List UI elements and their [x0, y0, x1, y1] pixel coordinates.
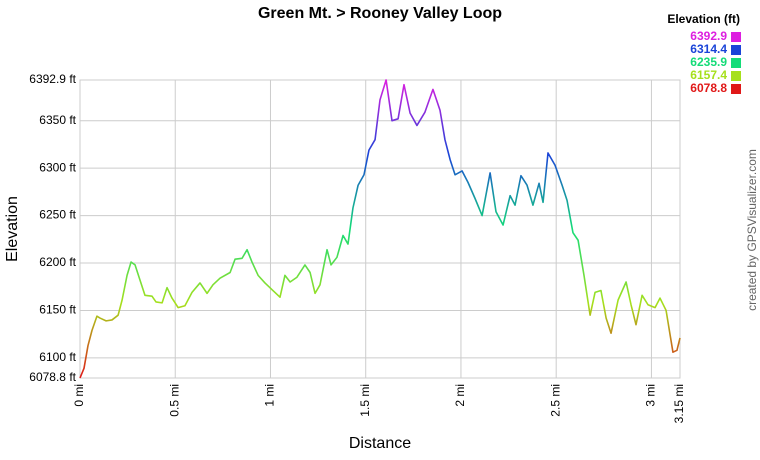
- y-tick-label: 6350 ft: [39, 113, 76, 127]
- x-tick-label: 2 mi: [453, 384, 467, 407]
- elevation-line: [79, 79, 681, 379]
- x-tick-label: 1 mi: [263, 384, 277, 407]
- y-tick-label: 6150 ft: [39, 303, 76, 317]
- legend-swatch: [731, 45, 741, 55]
- plot-area: [79, 79, 681, 379]
- y-tick-label: 6392.9 ft: [29, 72, 76, 86]
- chart-title: Green Mt. > Rooney Valley Loop: [258, 5, 502, 22]
- y-tick-label: 6200 ft: [39, 255, 76, 269]
- legend-label: 6157.4: [690, 68, 727, 82]
- credit: created by GPSVisualizer.com: [745, 149, 759, 311]
- legend-swatch: [731, 71, 741, 81]
- legend-swatch: [731, 58, 741, 68]
- x-tick-label: 3.15 mi: [672, 384, 686, 423]
- x-tick-label: 0.5 mi: [167, 384, 181, 417]
- y-tick-label: 6300 ft: [39, 160, 76, 174]
- legend-label: 6314.4: [690, 42, 727, 56]
- legend-label: 6235.9: [690, 55, 727, 69]
- legend-swatch: [731, 84, 741, 94]
- legend-label: 6392.9: [690, 29, 727, 43]
- x-tick-label: 0 mi: [72, 384, 86, 407]
- legend-title: Elevation (ft): [667, 12, 740, 26]
- x-axis-label: Distance: [349, 435, 411, 452]
- y-tick-label: 6100 ft: [39, 350, 76, 364]
- legend-swatch: [731, 32, 741, 42]
- legend-label: 6078.8: [690, 81, 727, 95]
- y-tick-label: 6078.8 ft: [29, 370, 76, 384]
- x-tick-label: 1.5 mi: [358, 384, 372, 417]
- x-tick-label: 3 mi: [644, 384, 658, 407]
- x-tick-label: 2.5 mi: [548, 384, 562, 417]
- y-tick-label: 6250 ft: [39, 208, 76, 222]
- y-axis-label: Elevation: [4, 196, 21, 262]
